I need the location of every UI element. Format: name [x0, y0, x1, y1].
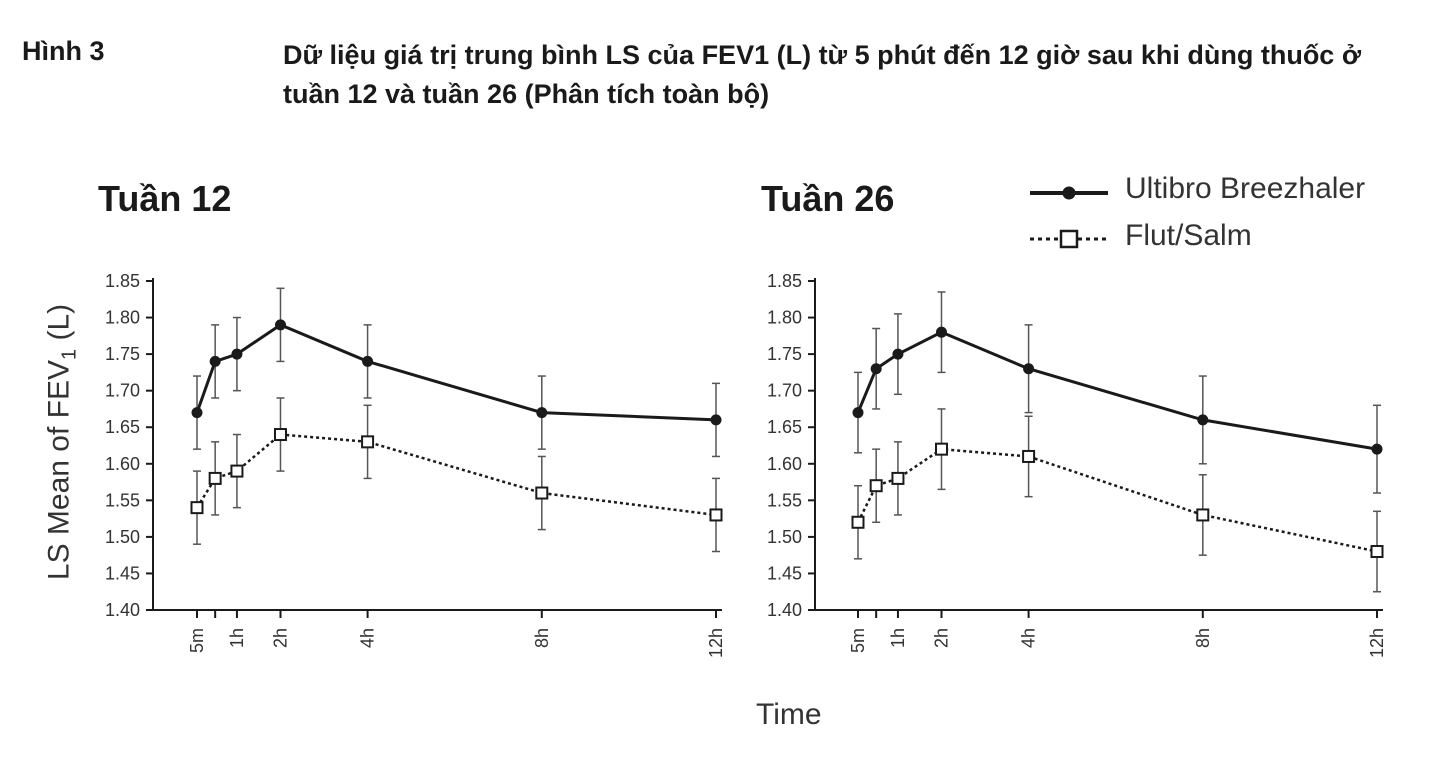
- y-tick-label: 1.45: [105, 563, 140, 583]
- y-tick-label: 1.65: [767, 417, 802, 437]
- legend-label-ultibro: Ultibro Breezhaler: [1125, 172, 1366, 205]
- x-tick-label: 4h: [358, 628, 378, 648]
- x-axis-label: Time: [756, 698, 822, 731]
- series-ultibro: [191, 287, 722, 458]
- chart-panel-week26: 1.40 1.45 1.50 1.55 1.60 1.65 1.70 1.75 1.80 1.85…: [767, 271, 1387, 658]
- data-point-flutsalm: [190, 501, 204, 515]
- y-tick-label: 1.70: [767, 381, 802, 401]
- data-point-flutsalm: [1196, 508, 1210, 522]
- data-point-flutsalm: [709, 508, 723, 522]
- y-tick-label: 1.85: [105, 271, 140, 291]
- y-tick-label: 1.80: [105, 308, 140, 328]
- y-tick-label: 1.55: [767, 490, 802, 510]
- x-tick-label: 1h: [227, 628, 247, 648]
- data-point-flutsalm: [208, 471, 222, 485]
- data-point-flutsalm: [891, 471, 905, 485]
- data-point-flutsalm: [1370, 545, 1384, 559]
- y-tick-label: 1.40: [105, 600, 140, 620]
- data-point-ultibro: [870, 363, 882, 375]
- data-point-ultibro: [1371, 443, 1383, 455]
- x-tick-label: 5m: [848, 628, 868, 653]
- data-point-flutsalm: [273, 428, 287, 442]
- data-point-flutsalm: [851, 515, 865, 529]
- y-tick-label: 1.45: [767, 563, 802, 583]
- data-point-ultibro: [191, 407, 203, 419]
- data-point-ultibro: [1023, 363, 1035, 375]
- series-line-ultibro: [856, 330, 1378, 451]
- data-point-flutsalm: [535, 486, 549, 500]
- series-line-flutsalm: [195, 433, 717, 517]
- y-tick-label: 1.40: [767, 600, 802, 620]
- x-tick-label: 1h: [888, 628, 908, 648]
- y-tick-label: 1.85: [767, 271, 802, 291]
- legend-label-flutsalm: Flut/Salm: [1125, 219, 1252, 252]
- y-tick-label: 1.60: [105, 454, 140, 474]
- data-point-flutsalm: [230, 464, 244, 478]
- y-tick-label: 1.80: [767, 308, 802, 328]
- y-tick-label: 1.75: [105, 344, 140, 364]
- y-tick-label: 1.65: [105, 417, 140, 437]
- data-point-ultibro: [274, 319, 286, 331]
- x-tick-label: 12h: [1367, 628, 1387, 658]
- data-point-ultibro: [231, 348, 243, 360]
- x-tick-label: 8h: [532, 628, 552, 648]
- x-tick-label: 5m: [187, 628, 207, 653]
- figure-label: Hình 3: [22, 36, 105, 66]
- x-tick-label: 12h: [706, 628, 726, 658]
- data-point-ultibro: [710, 414, 722, 426]
- series-flutsalm: [851, 408, 1384, 593]
- x-tick-label: 2h: [270, 628, 290, 648]
- panel-title-week26: Tuần 26: [761, 178, 895, 219]
- chart-panel-week12: 1.40 1.45 1.50 1.55 1.60 1.65 1.70 1.75 1.80 1.85…: [105, 271, 726, 658]
- legend: [1030, 186, 1108, 249]
- y-tick-label: 1.50: [767, 527, 802, 547]
- data-point-ultibro: [892, 348, 904, 360]
- series-ultibro: [852, 291, 1383, 494]
- y-tick-label: 1.70: [105, 381, 140, 401]
- y-tick-label: 1.60: [767, 454, 802, 474]
- figure-title: Dữ liệu giá trị trung bình LS của FEV1 (…: [283, 40, 1362, 109]
- data-point-ultibro: [362, 355, 374, 367]
- data-point-ultibro: [209, 355, 221, 367]
- legend-marker-ultibro: [1062, 186, 1076, 200]
- data-point-flutsalm: [934, 442, 948, 456]
- data-point-flutsalm: [869, 479, 883, 493]
- legend-marker-flutsalm: [1059, 229, 1079, 249]
- series-flutsalm: [190, 397, 723, 553]
- data-point-flutsalm: [1022, 449, 1036, 463]
- x-tick-label: 2h: [931, 628, 951, 648]
- x-tick-label: 8h: [1193, 628, 1213, 648]
- y-tick-label: 1.55: [105, 490, 140, 510]
- y-tick-label: 1.50: [105, 527, 140, 547]
- y-tick-label: 1.75: [767, 344, 802, 364]
- data-point-ultibro: [1197, 414, 1209, 426]
- data-point-ultibro: [536, 407, 548, 419]
- x-tick-label: 4h: [1019, 628, 1039, 648]
- panel-title-week12: Tuần 12: [98, 178, 232, 219]
- series-line-flutsalm: [856, 447, 1378, 553]
- data-point-flutsalm: [361, 435, 375, 449]
- data-point-ultibro: [852, 407, 864, 419]
- data-point-ultibro: [935, 326, 947, 338]
- series-line-ultibro: [195, 323, 717, 422]
